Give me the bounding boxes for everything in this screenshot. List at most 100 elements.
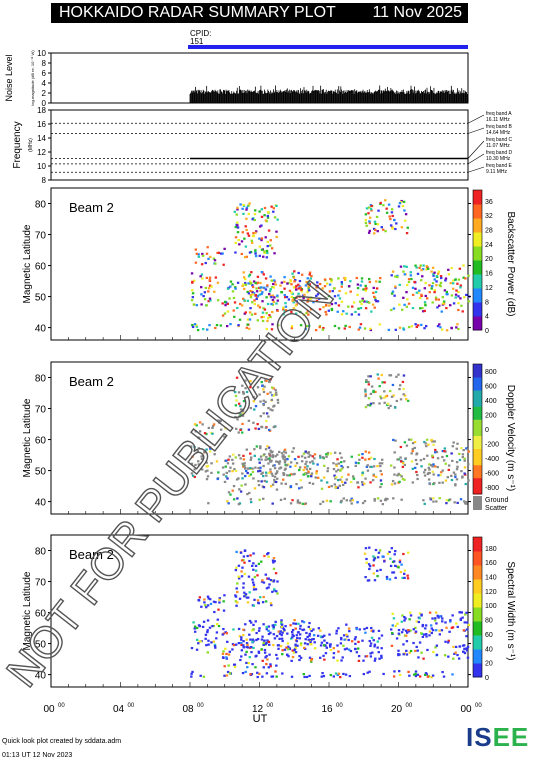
heatmap-cell xyxy=(306,298,310,301)
heatmap-cell xyxy=(364,289,368,292)
heatmap-cell xyxy=(237,454,241,457)
heatmap-cell xyxy=(365,300,368,303)
heatmap-cell xyxy=(276,453,279,456)
heatmap-cell xyxy=(261,601,265,604)
heatmap-cell xyxy=(408,611,412,614)
heatmap-cell xyxy=(212,640,215,643)
heatmap-cell xyxy=(242,644,245,647)
heatmap-cell xyxy=(413,440,417,444)
heatmap-cell xyxy=(247,419,251,422)
heatmap-cell xyxy=(347,627,351,630)
heatmap-cell xyxy=(235,587,238,590)
heatmap-cell xyxy=(294,312,298,315)
heatmap-cell xyxy=(210,641,213,644)
heatmap-cell xyxy=(221,314,225,317)
heatmap-cell xyxy=(253,448,256,451)
heatmap-cell xyxy=(286,642,290,645)
heatmap-cell xyxy=(272,282,275,286)
heatmap-cell xyxy=(272,464,275,467)
heatmap-cell xyxy=(252,604,256,607)
heatmap-cell xyxy=(272,625,275,629)
heatmap-cell xyxy=(460,446,463,450)
heatmap-cell xyxy=(207,287,211,290)
heatmap-cell xyxy=(321,328,325,331)
heatmap-cell xyxy=(385,577,389,580)
heatmap-cell xyxy=(275,634,279,638)
heatmap-cell xyxy=(460,470,463,473)
heatmap-cell xyxy=(244,653,247,656)
heatmap-cell xyxy=(260,472,263,475)
heatmap-cell xyxy=(214,276,218,279)
heatmap-cell xyxy=(422,499,425,502)
heatmap-cell xyxy=(298,654,301,658)
colorbar-swatch xyxy=(473,659,482,664)
heatmap-cell xyxy=(281,672,284,675)
colorbar-swatch xyxy=(473,624,482,629)
lat-tick-label: 80 xyxy=(35,547,47,558)
heatmap-cell xyxy=(425,297,429,300)
heatmap-cell xyxy=(345,623,348,626)
colorbar-swatch xyxy=(473,537,482,541)
heatmap-cell xyxy=(394,328,398,331)
heatmap-cell xyxy=(234,643,238,646)
heatmap-cell xyxy=(190,675,193,678)
heatmap-cell xyxy=(457,308,460,312)
heatmap-cell xyxy=(224,304,227,307)
heatmap-cell xyxy=(459,286,462,289)
heatmap-cell xyxy=(416,272,420,275)
colorbar-swatch xyxy=(473,288,482,292)
heatmap-cell xyxy=(366,671,369,674)
heatmap-cell xyxy=(252,421,255,424)
heatmap-cell xyxy=(201,455,204,458)
heatmap-cell xyxy=(368,280,372,284)
heatmap-cell xyxy=(267,415,270,418)
heatmap-cell xyxy=(358,300,362,303)
heatmap-cell xyxy=(264,379,267,382)
heatmap-cell xyxy=(290,327,293,330)
heatmap-cell xyxy=(256,319,260,322)
heatmap-cell xyxy=(269,578,273,582)
heatmap-cell xyxy=(280,281,284,284)
heatmap-cell xyxy=(415,645,418,649)
heatmap-cell xyxy=(199,674,202,677)
heatmap-cell xyxy=(386,497,389,501)
colorbar-swatch xyxy=(473,403,482,407)
colorbar-swatch xyxy=(473,477,482,482)
heatmap-cell xyxy=(303,293,306,296)
heatmap-cell xyxy=(410,277,413,281)
heatmap-cell xyxy=(191,281,194,284)
heatmap-cell xyxy=(309,659,313,662)
heatmap-cell xyxy=(243,561,246,564)
freq-band-name: freq band E xyxy=(486,163,513,169)
heatmap-cell xyxy=(258,627,261,630)
heatmap-cell xyxy=(350,455,353,458)
heatmap-cell xyxy=(320,641,324,644)
colorbar-swatch xyxy=(473,211,482,215)
heatmap-cell xyxy=(361,452,364,456)
heatmap-cell xyxy=(238,302,242,306)
heatmap-cell xyxy=(198,596,202,599)
heatmap-cell xyxy=(452,302,456,305)
heatmap-cell xyxy=(291,272,294,275)
heatmap-cell xyxy=(380,373,383,377)
heatmap-cell xyxy=(254,312,257,315)
heatmap-cell xyxy=(265,672,269,675)
heatmap-cell xyxy=(297,455,300,458)
heatmap-cell xyxy=(373,232,376,235)
heatmap-cell xyxy=(450,326,453,329)
heatmap-cell xyxy=(368,216,372,219)
heatmap-cell xyxy=(455,447,458,450)
heatmap-cell xyxy=(205,606,208,609)
heatmap-cell xyxy=(269,663,272,666)
heatmap-cell xyxy=(290,325,294,328)
heatmap-cell xyxy=(424,294,427,298)
heatmap-cell xyxy=(435,653,439,656)
heatmap-cell xyxy=(374,228,377,232)
heatmap-cell xyxy=(390,547,394,550)
x-tick-superscript: 00 xyxy=(475,703,482,709)
heatmap-cell xyxy=(364,390,367,393)
heatmap-cell xyxy=(455,468,459,471)
heatmap-cell xyxy=(342,634,346,637)
heatmap-cell xyxy=(448,498,452,501)
freq-band-name: freq band D xyxy=(486,150,513,156)
